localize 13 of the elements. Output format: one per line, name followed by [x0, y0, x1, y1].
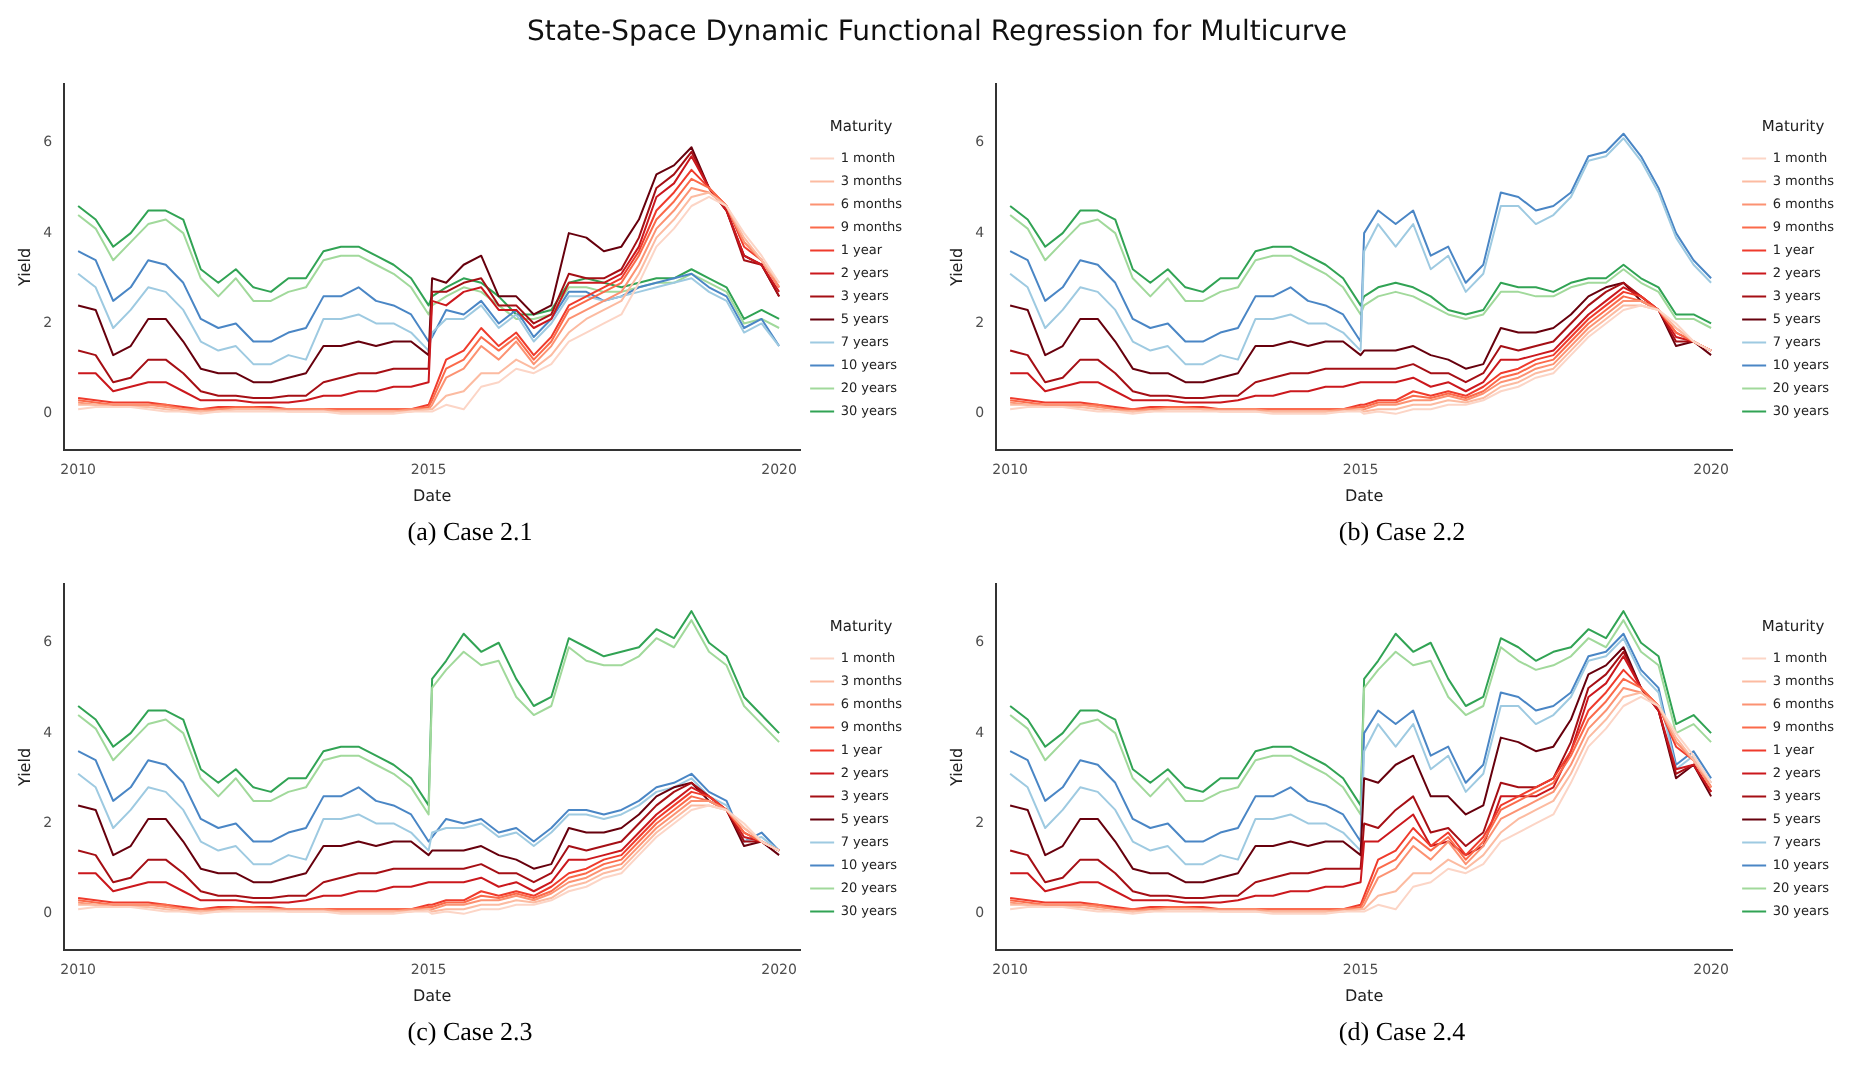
- x-axis-title: Date: [1344, 986, 1384, 1005]
- text: (b) Case 2.2: [1338, 516, 1466, 548]
- y-axis-title: Yield: [947, 247, 966, 289]
- text: (c) Case 2.3: [407, 1016, 533, 1048]
- y-axis-title: Yield: [947, 747, 966, 789]
- text: State-Space Dynamic Functional Regression for Multicurve: [526, 16, 1348, 48]
- y-axis-title: Yield: [15, 247, 34, 289]
- text: (d) Case 2.4: [1338, 1016, 1466, 1048]
- x-axis-title: Date: [412, 986, 452, 1005]
- x-axis-title: Date: [412, 486, 452, 505]
- x-axis-title: Date: [1344, 486, 1384, 505]
- y-axis-title: Yield: [15, 747, 34, 789]
- text: (a) Case 2.1: [407, 516, 533, 548]
